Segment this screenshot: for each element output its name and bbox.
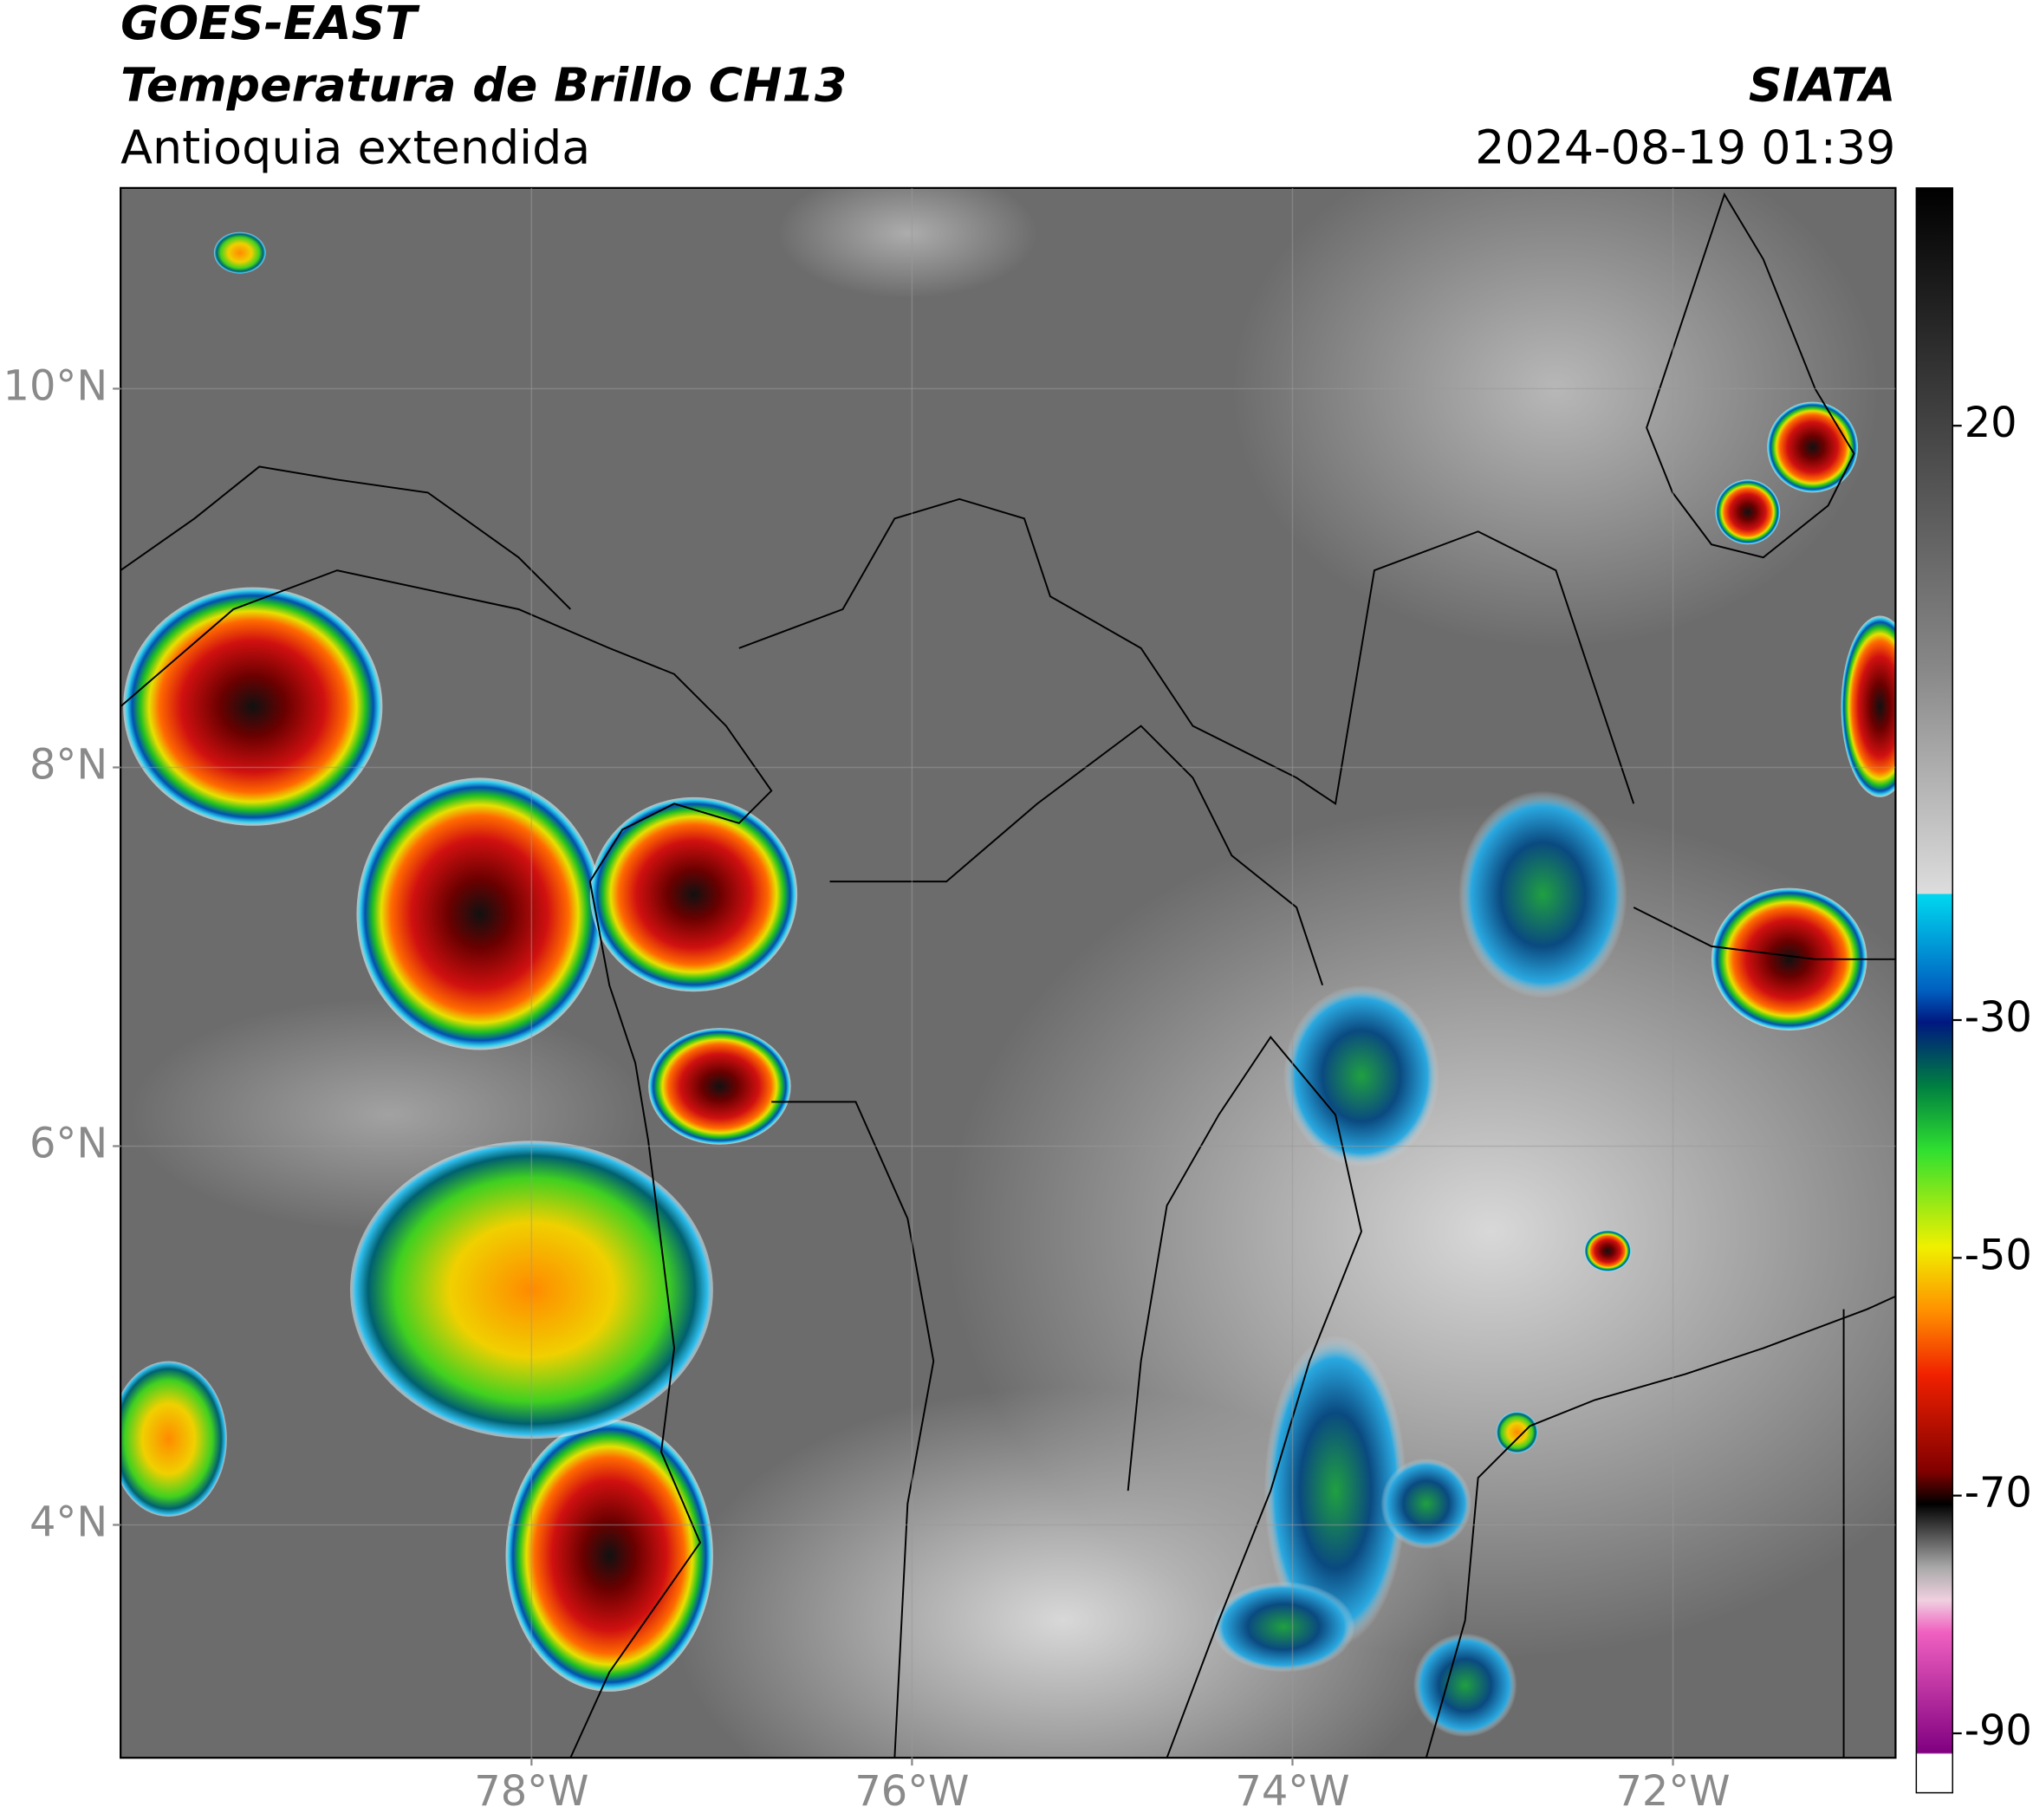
x-tick-label: 78°W	[474, 1768, 588, 1816]
border-line	[771, 1101, 935, 1758]
border-line	[1646, 192, 1855, 559]
colorbar-tick-label: -30	[1965, 994, 2032, 1042]
x-tick-label: 76°W	[854, 1768, 969, 1816]
border-line	[1127, 1035, 1362, 1758]
x-tick-label: 74°W	[1235, 1768, 1349, 1816]
timestamp: 2024-08-19 01:39	[1475, 120, 1895, 174]
y-tick-label: 4°N	[29, 1498, 107, 1546]
coastline	[120, 465, 572, 610]
colorbar-tick-label: 20	[1965, 400, 2017, 447]
y-tick-label: 6°N	[29, 1120, 107, 1167]
source: SIATA	[1749, 58, 1896, 113]
colorbar-tick-label: -50	[1965, 1232, 2032, 1279]
colorbar-tick-label: -90	[1965, 1707, 2032, 1755]
y-tick-label: 10°N	[3, 362, 108, 410]
y-tick-label: 8°N	[29, 741, 107, 789]
satellite-image	[120, 187, 1896, 1758]
subtitle: Temperatura de Brillo CH13	[120, 58, 847, 113]
map-frame	[120, 186, 1897, 1759]
title: GOES-EAST	[120, 0, 420, 50]
coastline	[120, 569, 773, 1758]
border-line	[829, 725, 1324, 986]
coastline	[738, 497, 1635, 805]
graticule	[120, 187, 1896, 1758]
region: Antioquia extendida	[120, 120, 590, 174]
border-line	[1425, 1295, 1896, 1758]
colorbar-tick-label: -70	[1965, 1470, 2032, 1518]
colorbar	[1915, 187, 1953, 1794]
x-tick-label: 72°W	[1615, 1768, 1730, 1816]
